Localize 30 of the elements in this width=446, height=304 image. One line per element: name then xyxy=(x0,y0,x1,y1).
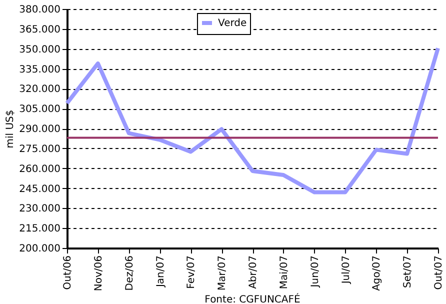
x-tick-label: Nov/06 xyxy=(93,256,104,292)
y-tick-label: 335.000 xyxy=(19,64,60,76)
x-tick-label: Dez/06 xyxy=(124,256,136,291)
y-axis-title: mil US$ xyxy=(5,110,16,148)
y-tick-label: 275.000 xyxy=(19,144,60,155)
x-tick-label: Abr/07 xyxy=(248,256,259,289)
line-series xyxy=(65,46,440,194)
y-tick-label: 365.000 xyxy=(19,24,60,36)
y-tick-label: 260.000 xyxy=(19,164,60,175)
x-tick-label: Jun/07 xyxy=(310,256,321,288)
y-tick-label: 380.000 xyxy=(19,4,60,16)
legend-label: Verde xyxy=(218,18,247,29)
x-tick-label: Out/06 xyxy=(62,256,74,290)
y-tick-label: 290.000 xyxy=(19,124,60,135)
x-tick-label: Jan/07 xyxy=(155,256,166,288)
x-tick-label: Jul/07 xyxy=(340,256,352,285)
y-tick-label: 320.000 xyxy=(19,84,60,96)
y-tick-label: 350.000 xyxy=(19,44,60,56)
x-tick-label: Mai/07 xyxy=(278,256,290,290)
y-tick-label: 230.000 xyxy=(19,204,60,215)
y-tick-label: 215.000 xyxy=(19,224,60,235)
y-tick-label: 245.000 xyxy=(19,184,60,195)
y-tick-label: 200.000 xyxy=(19,244,60,254)
x-tick-label: Fev/07 xyxy=(186,256,198,289)
x-tick-label: Mar/07 xyxy=(217,256,228,290)
y-tick-label: 305.000 xyxy=(19,104,60,116)
source-note: Fonte: CGFUNCAFÉ xyxy=(204,292,300,304)
x-tick-label: Set/07 xyxy=(402,256,414,288)
x-tick-label: Ago/07 xyxy=(372,256,383,291)
x-tick-label: Out/07 xyxy=(434,256,444,290)
